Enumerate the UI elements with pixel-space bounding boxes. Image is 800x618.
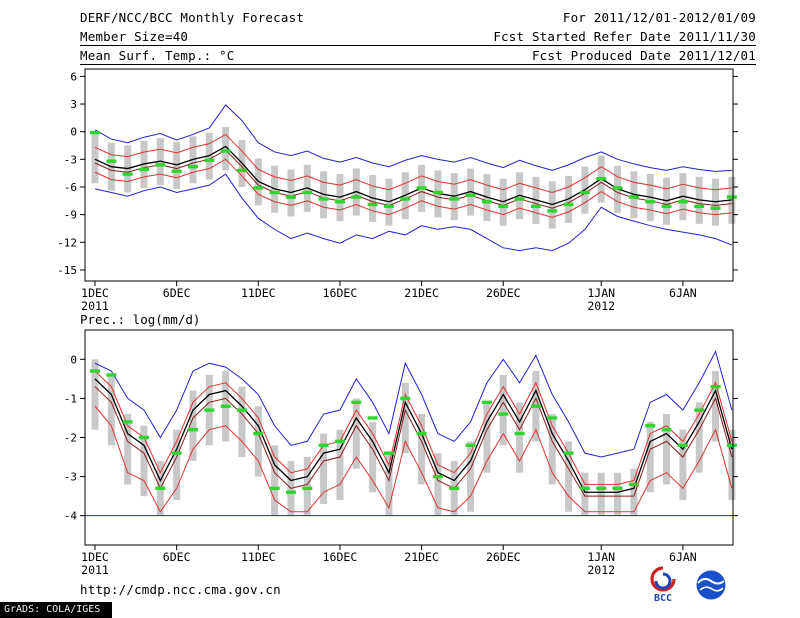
svg-text:-3: -3 [64, 471, 77, 484]
cma-logo-wave-icon [697, 577, 725, 585]
svg-text:1DEC: 1DEC [81, 286, 109, 300]
svg-text:-4: -4 [64, 510, 78, 523]
cma-logo-wave2-icon [699, 586, 724, 592]
svg-text:11DEC: 11DEC [241, 550, 276, 564]
svg-text:-15: -15 [57, 264, 77, 277]
temperature-observation-markers [90, 130, 737, 213]
svg-text:2012: 2012 [587, 563, 615, 577]
svg-text:6DEC: 6DEC [163, 550, 191, 564]
produced-date-label: Fcst Produced Date 2011/12/01 [531, 48, 756, 63]
prec-chart-title: Prec.: log(mm/d) [80, 312, 201, 327]
temperature-control-run-line [94, 149, 732, 209]
svg-text:2011: 2011 [81, 299, 109, 313]
precipitation-observation-markers [90, 369, 737, 494]
svg-text:6JAN: 6JAN [669, 550, 697, 564]
temperature-ensemble-max-line [94, 104, 732, 172]
temperature-y-axis: 6 3 0 -3 -6 -9 -12 -15 [57, 70, 738, 277]
precipitation-upper-quartile-line [94, 370, 733, 485]
svg-text:6JAN: 6JAN [669, 286, 697, 300]
refer-date-label: Fcst Started Refer Date 2011/11/30 [493, 29, 756, 44]
svg-text:-6: -6 [64, 181, 77, 194]
svg-text:1JAN: 1JAN [587, 550, 615, 564]
temperature-ensemble-spread-bars [91, 127, 736, 229]
forecast-range-label: For 2011/12/01-2012/01/09 [562, 10, 756, 25]
temperature-ensemble-mean-line [94, 145, 732, 206]
svg-text:26DEC: 26DEC [486, 286, 521, 300]
svg-text:-12: -12 [57, 236, 77, 249]
svg-text:21DEC: 21DEC [404, 550, 439, 564]
precipitation-ensemble-mean-line [94, 378, 733, 493]
temperature-frame [84, 68, 734, 282]
svg-text:1JAN: 1JAN [587, 286, 615, 300]
page-title: DERF/NCC/BCC Monthly Forecast [80, 10, 305, 25]
header-row-3: Mean Surf. Temp.: °C Fcst Produced Date … [80, 48, 756, 63]
bcc-logo: BCC [650, 566, 676, 604]
bcc-logo-label: BCC [654, 593, 672, 604]
svg-text:1DEC: 1DEC [81, 550, 109, 564]
cma-logo [696, 570, 726, 600]
precipitation-ensemble-max-line [94, 350, 733, 458]
svg-text:-3: -3 [64, 153, 77, 166]
header-row-2: Member Size=40 Fcst Started Refer Date 2… [80, 29, 756, 44]
precipitation-y-axis: 0 -1 -2 -3 -4 [64, 353, 738, 523]
svg-text:11DEC: 11DEC [241, 286, 276, 300]
svg-text:6: 6 [70, 70, 77, 83]
svg-text:16DEC: 16DEC [323, 550, 358, 564]
cmdp-url-text: http://cmdp.ncc.cma.gov.cn [80, 582, 281, 597]
precipitation-lower-quartile-line [94, 405, 733, 513]
svg-text:-2: -2 [64, 432, 77, 445]
svg-text:21DEC: 21DEC [404, 286, 439, 300]
svg-text:26DEC: 26DEC [486, 550, 521, 564]
svg-text:2011: 2011 [81, 563, 109, 577]
svg-text:-1: -1 [64, 392, 77, 405]
svg-text:0: 0 [70, 126, 77, 139]
svg-text:-9: -9 [64, 209, 77, 222]
svg-text:16DEC: 16DEC [323, 286, 358, 300]
temp-chart-title: Mean Surf. Temp.: °C [80, 48, 235, 63]
header-row-1: DERF/NCC/BCC Monthly Forecast For 2011/1… [80, 10, 756, 25]
temperature-upper-quartile-line [94, 133, 732, 194]
precipitation-control-run-line [94, 386, 733, 497]
svg-text:0: 0 [70, 353, 77, 366]
temperature-lower-quartile-line [94, 158, 732, 218]
bcc-logo-swirl-icon [650, 566, 676, 592]
svg-text:6DEC: 6DEC [163, 286, 191, 300]
svg-text:3: 3 [70, 98, 77, 111]
header-divider-2 [80, 64, 756, 65]
header-divider-1 [80, 45, 756, 46]
cma-logo-globe-icon [696, 570, 726, 600]
temperature-ensemble-min-line [94, 173, 733, 252]
grads-credit: GrADS: COLA/IGES [0, 602, 113, 618]
member-size-label: Member Size=40 [80, 29, 189, 44]
svg-text:2012: 2012 [587, 299, 615, 313]
